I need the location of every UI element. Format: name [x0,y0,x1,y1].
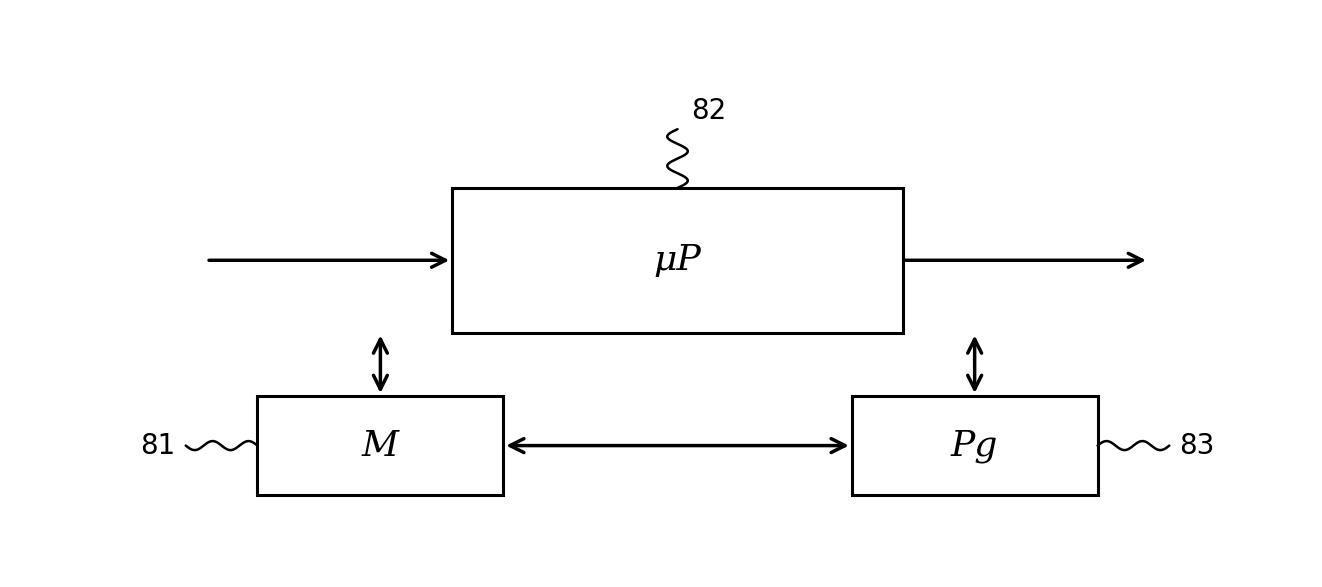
Bar [258,396,504,495]
Bar [851,396,1097,495]
Text: μP: μP [653,243,702,277]
Text: 82: 82 [690,97,726,124]
Text: 81: 81 [140,431,176,460]
Text: 83: 83 [1179,431,1215,460]
Text: M: M [362,429,399,463]
Bar [452,188,903,333]
Text: Pg: Pg [951,429,998,463]
